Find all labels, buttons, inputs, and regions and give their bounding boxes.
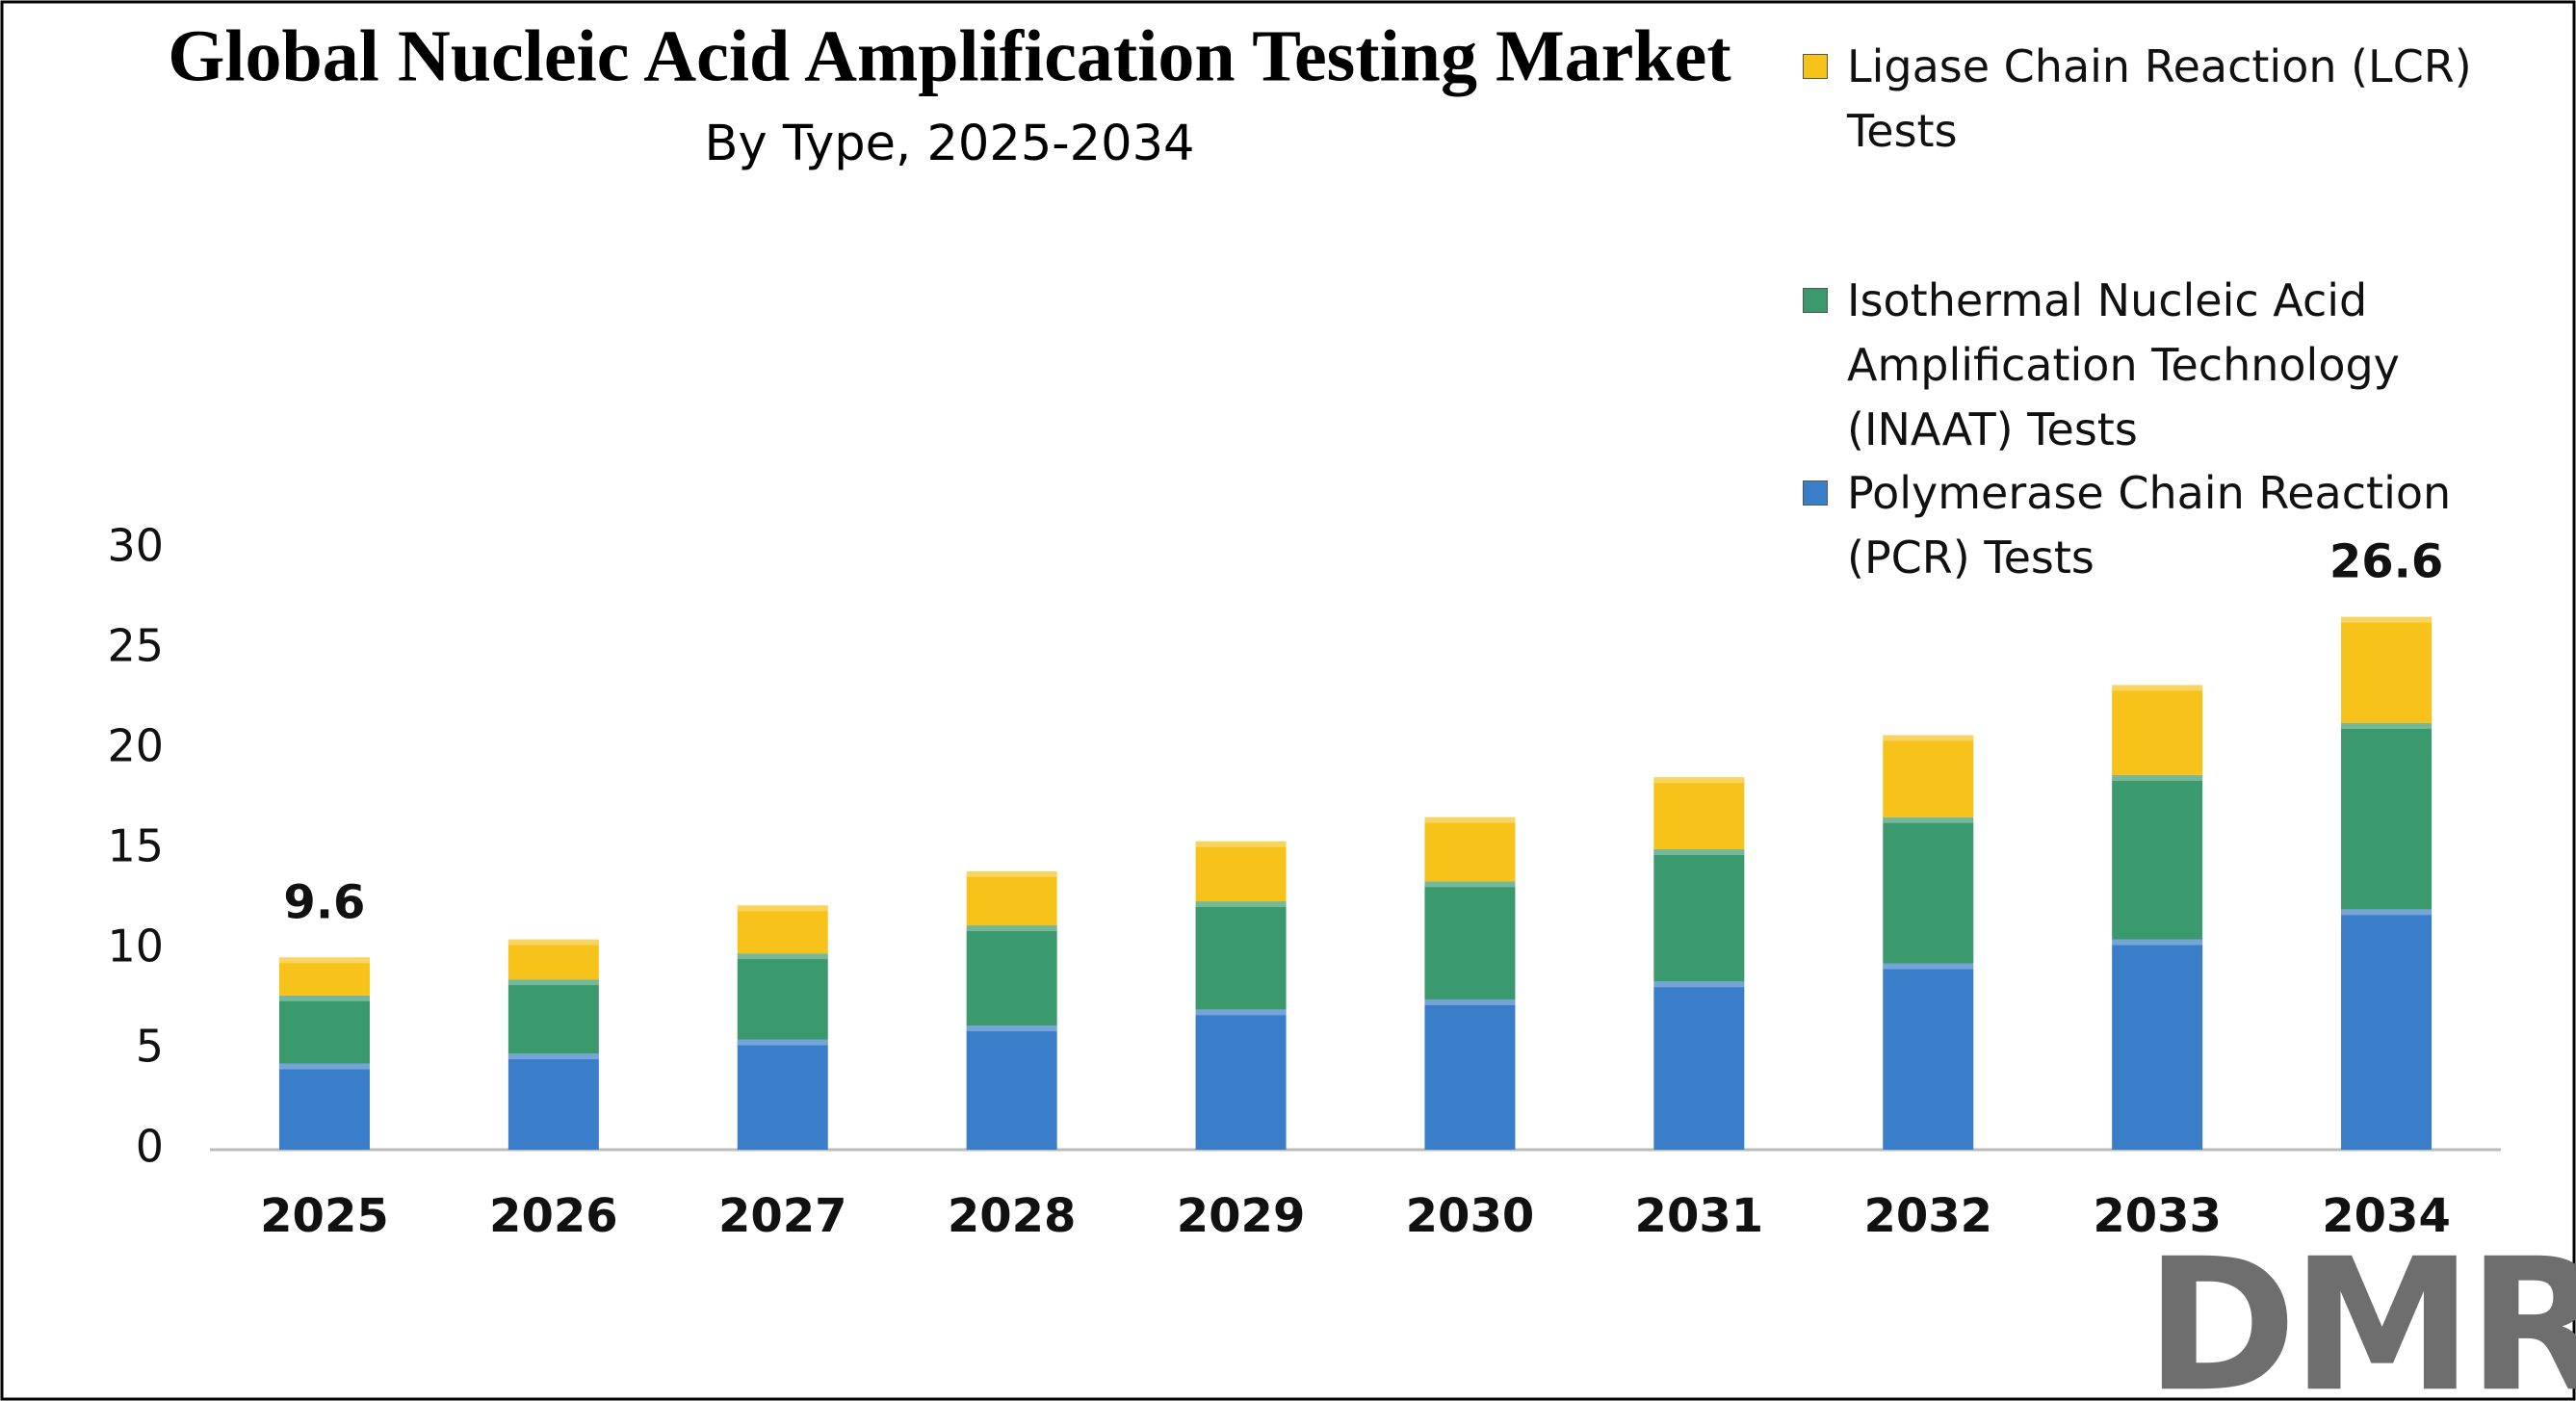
bar-segment-highlight <box>1424 881 1516 888</box>
bar-segment <box>2341 722 2433 910</box>
bar-segment-highlight <box>507 979 599 986</box>
bar-segment <box>278 1063 370 1150</box>
bar-segment <box>1424 817 1516 882</box>
x-tick-label: 2032 <box>1863 1189 1992 1243</box>
bar-segment-highlight <box>2341 616 2433 623</box>
bar-segment-highlight <box>966 1025 1057 1032</box>
y-tick-label: 15 <box>107 820 164 872</box>
bar-segment-highlight <box>2112 775 2203 782</box>
x-tick-label: 2034 <box>2322 1189 2451 1243</box>
bar-segment-highlight <box>737 1039 828 1046</box>
bar-segment-highlight <box>2341 722 2433 729</box>
y-tick-label: 25 <box>107 620 164 672</box>
bar-segment <box>737 953 828 1040</box>
x-tick-label: 2031 <box>1635 1189 1764 1243</box>
bar-segment-highlight <box>1653 849 1745 855</box>
y-tick-label: 10 <box>107 921 164 973</box>
bar-segment <box>1195 841 1287 902</box>
x-tick-label: 2030 <box>1406 1189 1535 1243</box>
bar-segment <box>1653 849 1745 982</box>
bar-segment-highlight <box>1653 777 1745 784</box>
bar-segment <box>1653 981 1745 1150</box>
x-tick-label: 2033 <box>2093 1189 2222 1243</box>
bar-segment <box>2341 616 2433 723</box>
bar-segment <box>1195 1009 1287 1150</box>
bar-segment <box>1883 817 1974 964</box>
legend-label: Ligase Chain Reaction (LCR) Tests <box>1847 40 2472 157</box>
y-tick-label: 5 <box>136 1021 164 1073</box>
chart-subtitle: By Type, 2025-2034 <box>705 116 1195 172</box>
x-tick-label: 2029 <box>1177 1189 1306 1243</box>
bar-segment-highlight <box>1883 963 1974 970</box>
bar-segment-highlight <box>1195 841 1287 847</box>
y-tick-label: 20 <box>107 720 164 772</box>
bar-segment-highlight <box>1883 817 1974 823</box>
legend-swatch <box>1803 288 1828 314</box>
bar-segment <box>2112 775 2203 940</box>
bar-segment-highlight <box>278 1063 370 1070</box>
bar-segment <box>278 957 370 996</box>
bar-segment <box>2341 909 2433 1150</box>
logo: DMR <box>2145 1219 2576 1401</box>
bar-segment-highlight <box>278 957 370 964</box>
bar-segment-highlight <box>2341 909 2433 916</box>
legend-item: Polymerase Chain Reaction (PCR) Tests <box>1803 461 2563 589</box>
bar-segment <box>2112 939 2203 1150</box>
legend-label: Polymerase Chain Reaction (PCR) Tests <box>1847 467 2452 584</box>
bar-segment-highlight <box>507 939 599 946</box>
x-tick-label: 2026 <box>489 1189 618 1243</box>
bar-segment <box>507 939 599 980</box>
y-tick-label: 30 <box>107 520 164 572</box>
bar-segment-highlight <box>278 995 370 1001</box>
bar-segment <box>507 1053 599 1150</box>
bar-segment-highlight <box>2112 939 2203 946</box>
bar-segment-highlight <box>966 925 1057 932</box>
bar-segment <box>966 870 1057 926</box>
chart-title: Global Nucleic Acid Amplification Testin… <box>168 15 1730 96</box>
legend: Ligase Chain Reaction (LCR) Tests Isother… <box>1803 35 2563 590</box>
bar-segment <box>1653 777 1745 849</box>
legend-swatch <box>1803 54 1828 79</box>
bar-segment-highlight <box>737 905 828 912</box>
bar-segment-highlight <box>507 1053 599 1060</box>
x-tick-label: 2027 <box>718 1189 847 1243</box>
bar-segment-highlight <box>966 870 1057 877</box>
bar-segment-highlight <box>1653 981 1745 988</box>
bar-segment <box>278 995 370 1064</box>
legend-swatch <box>1803 480 1828 506</box>
total-label: 26.6 <box>2329 535 2443 589</box>
bar-segment <box>2112 685 2203 776</box>
bar-segment <box>1424 881 1516 999</box>
bar-segment-highlight <box>1424 999 1516 1005</box>
total-label: 9.6 <box>283 875 365 929</box>
bar-segment-highlight <box>1195 1009 1287 1016</box>
bar-segment-highlight <box>1195 901 1287 908</box>
legend-label: Isothermal Nucleic Acid Amplification Te… <box>1847 274 2400 455</box>
bar-segment-highlight <box>2112 685 2203 691</box>
bar-segment <box>1883 735 1974 817</box>
bar-segment <box>737 905 828 954</box>
x-tick-label: 2025 <box>260 1189 389 1243</box>
bar-segment <box>1883 963 1974 1150</box>
y-tick-label: 0 <box>136 1121 164 1173</box>
bar-segment-highlight <box>1424 817 1516 823</box>
legend-item: Isothermal Nucleic Acid Amplification Te… <box>1803 269 2563 461</box>
bar-segment-highlight <box>737 953 828 960</box>
bar-segment <box>966 925 1057 1026</box>
bar-segment <box>1195 901 1287 1010</box>
bar-segment <box>507 979 599 1054</box>
bar-segment-highlight <box>1883 735 1974 741</box>
bar-segment <box>966 1025 1057 1150</box>
bar-segment <box>737 1039 828 1150</box>
x-tick-label: 2028 <box>948 1189 1077 1243</box>
legend-item: Ligase Chain Reaction (LCR) Tests <box>1803 35 2563 163</box>
bar-segment <box>1424 999 1516 1150</box>
